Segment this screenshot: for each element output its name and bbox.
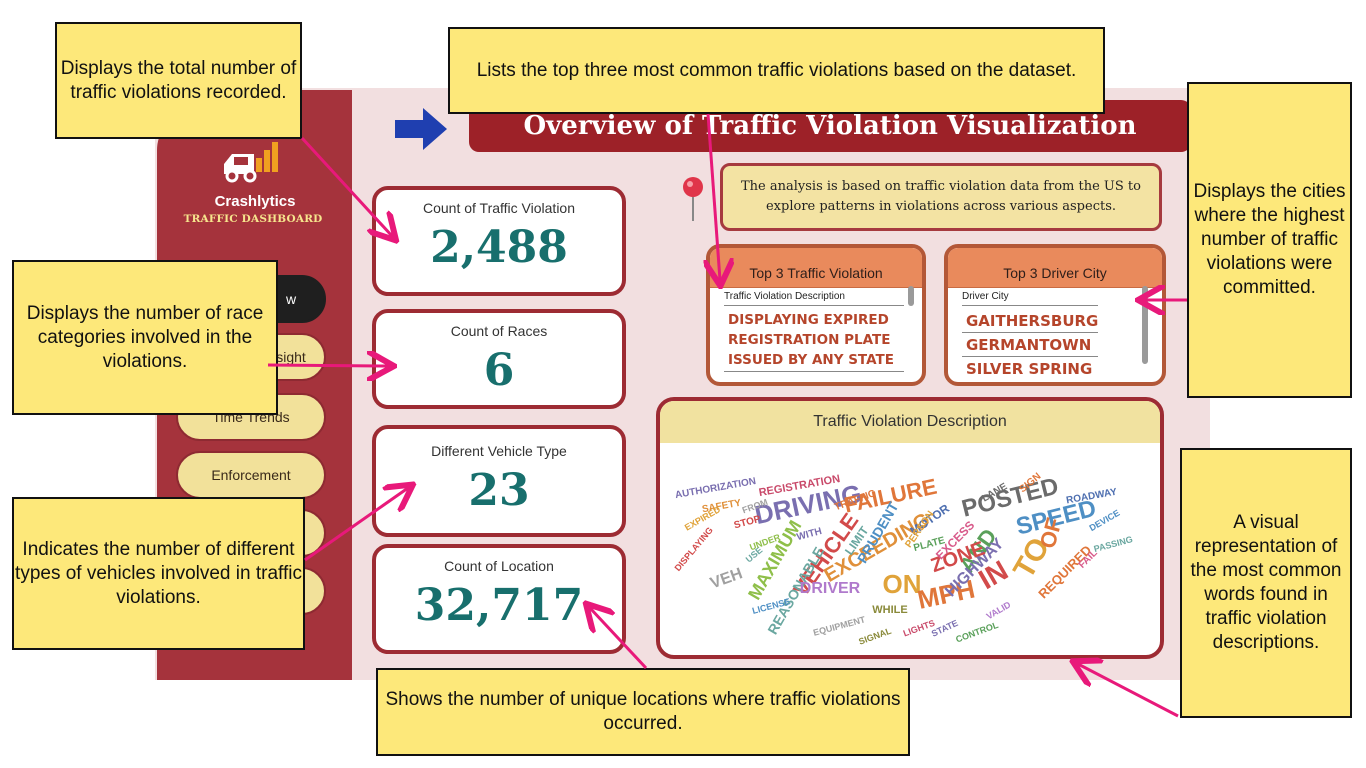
divider — [724, 371, 904, 372]
kpi-value: 6 — [483, 345, 515, 396]
wordcloud-word: VEH — [708, 565, 745, 592]
nav-label: Enforcement — [211, 467, 291, 483]
wordcloud-word: VALID — [985, 599, 1013, 621]
kpi-label: Count of Traffic Violation — [422, 200, 576, 216]
wordcloud-card: Traffic Violation Description DRIVING FAI… — [656, 397, 1164, 659]
top3-violation-title: Top 3 Traffic Violation — [710, 248, 922, 288]
nav-label: w — [285, 291, 297, 307]
top3-city-column: Driver City — [962, 291, 1009, 302]
kpi-location: Count of Location 32,717 — [372, 544, 626, 654]
nav-label: sight — [276, 349, 306, 365]
top3-city-title: Top 3 Driver City — [948, 248, 1162, 288]
callout-text: Displays the number of race categories i… — [26, 302, 264, 372]
wordcloud-title: Traffic Violation Description — [660, 401, 1160, 443]
map-pin-icon — [683, 177, 703, 221]
callout-wordcloud: A visual representation of the most comm… — [1180, 448, 1352, 718]
wordcloud-word: DRIVER — [800, 580, 861, 597]
list-item[interactable]: SILVER SPRING — [966, 360, 1093, 374]
kpi-value: 2,488 — [430, 222, 568, 273]
brand-subtitle: TRAFFIC DASHBOARD — [183, 213, 323, 225]
callout-text: Lists the top three most common traffic … — [476, 59, 1077, 81]
list-item[interactable]: GERMANTOWN — [966, 336, 1092, 354]
wordcloud-word: ON — [883, 569, 922, 599]
top3-violation-column: Traffic Violation Description — [724, 291, 845, 302]
callout-top3-violations: Lists the top three most common traffic … — [448, 27, 1105, 114]
list-item[interactable]: DISPLAYING EXPIRED — [728, 312, 889, 328]
top3-violation-card: Top 3 Traffic Violation Traffic Violatio… — [706, 244, 926, 386]
kpi-value: 23 — [468, 465, 530, 516]
description-box: The analysis is based on traffic violati… — [720, 163, 1162, 231]
kpi-label: Count of Races — [450, 323, 548, 339]
kpi-label: Count of Location — [444, 558, 554, 574]
wordcloud-word: DISPLAYING — [672, 525, 714, 573]
brand-name: Crashlytics — [214, 193, 296, 210]
list-item[interactable]: GAITHERSBURG — [966, 312, 1099, 330]
wordcloud-word: AUTHORIZATION — [674, 476, 757, 501]
arrow-right-icon[interactable] — [393, 106, 449, 152]
wordcloud-word: WHILE — [872, 604, 907, 616]
callout-locations: Shows the number of unique locations whe… — [376, 668, 910, 756]
nav-enforcement[interactable]: Enforcement — [176, 451, 326, 499]
scrollbar-thumb[interactable] — [1142, 286, 1148, 364]
wordcloud-word: CONTROL — [954, 620, 1000, 645]
divider — [724, 305, 904, 306]
kpi-value: 32,717 — [414, 580, 584, 631]
callout-text: A visual representation of the most comm… — [1190, 512, 1342, 653]
callout-text: Displays the total number of traffic vio… — [60, 57, 297, 103]
kpi-vehicle-type: Different Vehicle Type 23 — [372, 425, 626, 537]
callout-text: Indicates the number of different types … — [15, 538, 302, 608]
callout-text: Shows the number of unique locations whe… — [385, 689, 901, 734]
callout-total-violations: Displays the total number of traffic vio… — [55, 22, 302, 139]
callout-races: Displays the number of race categories i… — [12, 260, 278, 415]
kpi-traffic-violation: Count of Traffic Violation 2,488 — [372, 186, 626, 296]
callout-cities: Displays the cities where the highest nu… — [1187, 82, 1352, 398]
top3-city-card: Top 3 Driver City Driver City GAITHERSBU… — [944, 244, 1166, 386]
divider — [962, 356, 1098, 357]
divider — [962, 305, 1098, 306]
wordcloud-word: PASSING — [1093, 534, 1134, 554]
divider — [962, 332, 1098, 333]
wordcloud-word: EQUIPMENT — [812, 614, 867, 638]
callout-text: Displays the cities where the highest nu… — [1193, 181, 1346, 298]
description-text: The analysis is based on traffic violati… — [741, 179, 1141, 214]
truck-logo-icon — [224, 142, 278, 183]
list-item[interactable]: REGISTRATION PLATE — [728, 332, 891, 348]
scrollbar-thumb[interactable] — [908, 286, 914, 306]
callout-vehicle-types: Indicates the number of different types … — [12, 497, 305, 650]
wordcloud-word: SIGNAL — [857, 625, 893, 646]
kpi-races: Count of Races 6 — [372, 309, 626, 409]
kpi-label: Different Vehicle Type — [431, 443, 567, 459]
list-item[interactable]: ISSUED BY ANY STATE — [728, 352, 894, 368]
